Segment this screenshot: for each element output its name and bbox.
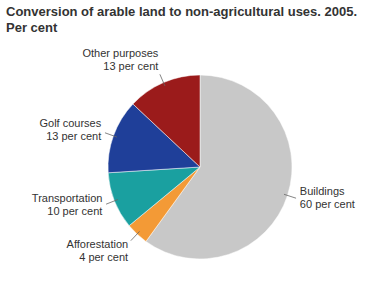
html-text:Conversion of arable land to n: Conversion of arable land to non-agricul…: [6, 4, 358, 19]
svg-text:Other purposes13 per cent: Other purposes13 per cent: [82, 47, 158, 72]
svg-text:Golf courses13 per cent: Golf courses13 per cent: [39, 117, 101, 142]
svg-text:Buildings60 per cent: Buildings60 per cent: [300, 185, 355, 210]
svg-text:Transportation10 per cent: Transportation10 per cent: [32, 192, 103, 217]
svg-text:Afforestation4 per cent: Afforestation4 per cent: [67, 238, 129, 263]
html-text:Per cent: Per cent: [6, 20, 58, 35]
